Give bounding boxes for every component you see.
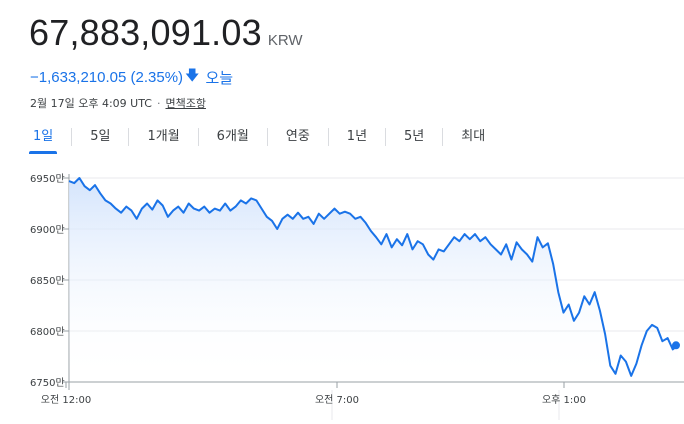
price-change: −1,633,210.05 (2.35%) bbox=[30, 68, 184, 86]
y-tick-label: 6800만 bbox=[30, 326, 65, 338]
x-tick-label: 오전 12:00 bbox=[41, 394, 91, 406]
tab-separator bbox=[71, 128, 73, 146]
tab-range-3[interactable]: 6개월 bbox=[216, 129, 249, 144]
tab-separator bbox=[197, 128, 199, 146]
y-tick-label: 6950만 bbox=[30, 173, 65, 185]
price-line bbox=[68, 177, 679, 377]
y-tick-label: 6900만 bbox=[30, 224, 65, 236]
tab-range-4[interactable]: 연중 bbox=[285, 129, 310, 144]
arrow-down-icon: 🡇 bbox=[185, 67, 200, 83]
disclaimer-link[interactable]: 면책조항 bbox=[165, 97, 206, 110]
timestamp: 2월 17일 오후 4:09 UTC bbox=[30, 97, 152, 110]
y-tick-label: 6850만 bbox=[30, 275, 65, 287]
tab-range-1[interactable]: 5일 bbox=[90, 129, 111, 144]
tab-separator bbox=[266, 128, 268, 146]
tab-separator bbox=[385, 128, 387, 146]
timestamp-row: 2월 17일 오후 4:09 UTC · 면책조항 bbox=[30, 95, 206, 111]
y-tick-label: 6750만 bbox=[30, 377, 65, 389]
separator: · bbox=[156, 96, 161, 110]
tab-range-0[interactable]: 1일 bbox=[29, 123, 58, 154]
tab-range-5[interactable]: 1년 bbox=[346, 129, 368, 144]
tab-range-6[interactable]: 5년 bbox=[404, 129, 425, 144]
tab-separator bbox=[327, 128, 329, 146]
currency-code: KRW bbox=[267, 32, 303, 49]
current-price: 67,883,091.03 bbox=[29, 12, 262, 53]
tab-separator bbox=[442, 128, 444, 146]
range-tabs: 1일 5일 1개월 6개월 연중 1년 5년 최대 bbox=[29, 120, 489, 154]
x-tick-label: 오후 1:00 bbox=[542, 394, 586, 406]
x-tick-label: 오전 7:00 bbox=[315, 394, 359, 406]
tab-separator bbox=[128, 128, 130, 146]
period-label: 오늘 bbox=[205, 69, 234, 87]
tab-range-2[interactable]: 1개월 bbox=[147, 129, 180, 144]
price-change-row: −1,633,210.05 (2.35%) 🡇 오늘 bbox=[30, 65, 233, 89]
last-price-marker bbox=[672, 341, 680, 350]
tab-range-7[interactable]: 최대 bbox=[461, 129, 486, 144]
quote-header: 67,883,091.03 KRW bbox=[29, 12, 303, 54]
price-area-fill bbox=[69, 178, 678, 382]
